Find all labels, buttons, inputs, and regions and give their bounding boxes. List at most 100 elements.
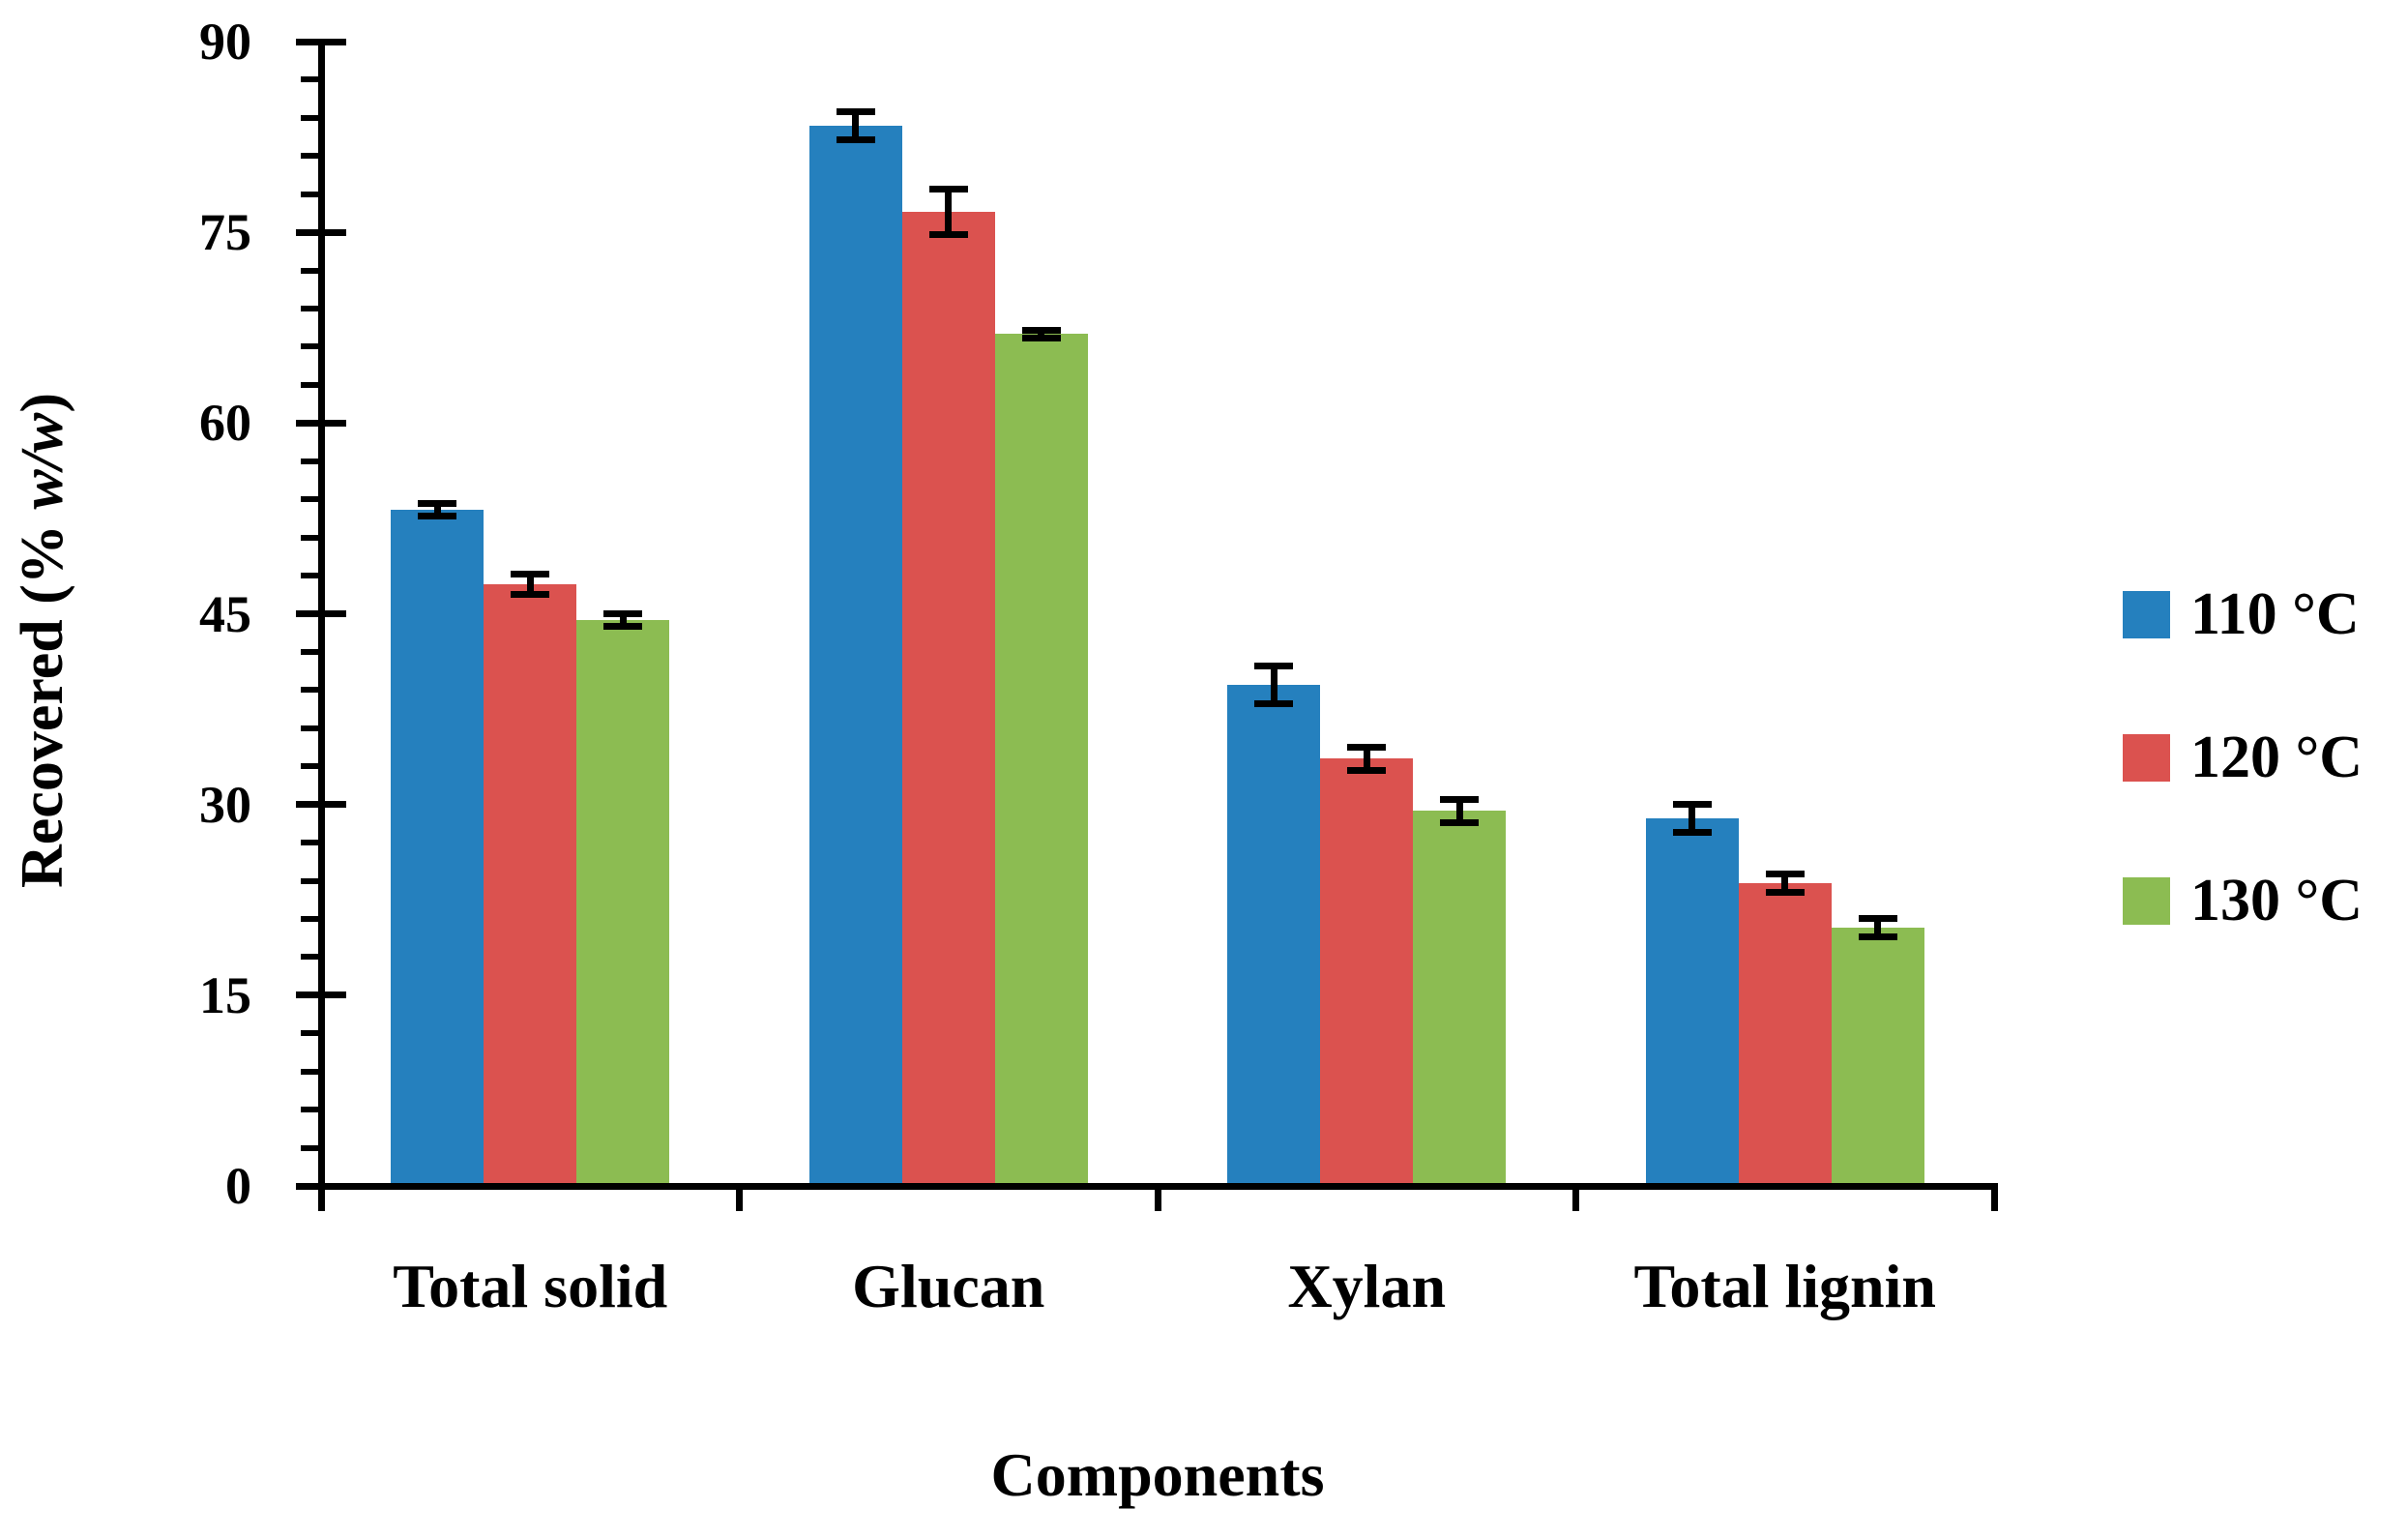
y-axis-title-suffix: ) — [10, 393, 75, 413]
y-minor-tick — [301, 687, 321, 694]
bar-130-c-total-solid — [576, 620, 670, 1186]
y-minor-tick — [301, 840, 321, 846]
legend-swatch-130-c — [2123, 876, 2170, 925]
error-bar-cap-top — [1858, 915, 1897, 923]
legend-label: 120 °C — [2190, 725, 2364, 790]
y-minor-tick — [301, 534, 321, 541]
y-tick-label: 75 — [199, 203, 251, 262]
category-label-glucan: Glucan — [852, 1252, 1045, 1320]
legend-swatch-120-c — [2123, 733, 2170, 782]
error-bar-cap-top — [1765, 871, 1805, 878]
y-minor-tick — [301, 915, 321, 922]
error-bar-cap-top — [1672, 801, 1712, 809]
error-bar-cap-bottom — [836, 135, 875, 143]
y-minor-tick — [301, 573, 321, 579]
bar-130-c-glucan — [994, 334, 1088, 1186]
y-tick-label: 45 — [199, 584, 251, 643]
bar-130-c-total-lignin — [1831, 928, 1924, 1186]
error-bar-cap-bottom — [418, 512, 457, 519]
y-axis-title: Recovered (% w/w) — [4, 60, 81, 1221]
error-bar-stem — [1781, 873, 1789, 893]
error-bar-stem — [433, 503, 441, 517]
y-major-tick — [296, 1182, 346, 1190]
category-label-xylan: Xylan — [1287, 1252, 1447, 1320]
legend-label: 110 °C — [2190, 581, 2360, 647]
category-boundary-tick — [1154, 1186, 1161, 1211]
bar-110-c-xylan — [1227, 685, 1321, 1186]
y-minor-tick — [301, 496, 321, 503]
error-bar-stem — [1874, 918, 1882, 937]
y-axis-title-italic: w/w — [10, 412, 75, 510]
error-bar-cap-bottom — [1858, 932, 1897, 940]
y-minor-tick — [301, 1144, 321, 1151]
y-minor-tick — [301, 954, 321, 961]
bar-120-c-total-solid — [484, 584, 577, 1186]
error-bar-cap-top — [1440, 795, 1480, 803]
bar-110-c-glucan — [808, 125, 902, 1186]
bar-130-c-xylan — [1413, 811, 1507, 1186]
y-axis-line — [317, 42, 325, 1211]
error-bar-cap-bottom — [1765, 888, 1805, 896]
y-minor-tick — [301, 76, 321, 83]
error-bar-cap-bottom — [1347, 766, 1387, 774]
category-boundary-tick — [1990, 1186, 1998, 1211]
y-minor-tick — [301, 725, 321, 731]
y-axis-title-text: Recovered (% — [10, 509, 75, 888]
y-minor-tick — [301, 1107, 321, 1113]
error-bar-cap-top — [418, 499, 457, 507]
bar-120-c-total-lignin — [1738, 883, 1832, 1186]
error-bar-cap-bottom — [1672, 829, 1712, 837]
error-bar-cap-top — [1254, 662, 1294, 669]
bar-110-c-total-lignin — [1645, 818, 1739, 1186]
error-bar-stem — [526, 574, 534, 595]
error-bar-cap-top — [1347, 744, 1387, 752]
error-bar-stem — [1363, 747, 1370, 771]
legend-item-120-c: 120 °C — [2123, 719, 2363, 796]
error-bar-stem — [945, 189, 953, 235]
category-label-total-solid: Total solid — [393, 1252, 668, 1320]
error-bar-cap-bottom — [928, 231, 968, 239]
y-minor-tick — [301, 458, 321, 464]
error-bar-cap-bottom — [1440, 818, 1480, 826]
legend: 110 °C 120 °C 130 °C — [2123, 576, 2408, 982]
y-minor-tick — [301, 381, 321, 388]
x-axis-title: Components — [990, 1440, 1325, 1509]
error-bar-cap-bottom — [603, 623, 643, 631]
category-boundary-tick — [736, 1186, 743, 1211]
y-tick-label: 90 — [199, 13, 251, 71]
y-tick-label: 30 — [199, 775, 251, 834]
y-minor-tick — [301, 648, 321, 655]
y-minor-tick — [301, 1068, 321, 1075]
error-bar-cap-bottom — [511, 591, 550, 599]
category-label-total-lignin: Total lignin — [1633, 1252, 1936, 1320]
error-bar-stem — [852, 111, 860, 140]
y-tick-label: 0 — [225, 1157, 251, 1215]
legend-label: 130 °C — [2190, 868, 2364, 933]
y-tick-label: 60 — [199, 394, 251, 453]
legend-item-110-c: 110 °C — [2123, 576, 2360, 653]
error-bar-stem — [1270, 666, 1277, 704]
error-bar-cap-top — [928, 185, 968, 192]
y-major-tick — [296, 38, 346, 45]
y-minor-tick — [301, 267, 321, 274]
bar-120-c-glucan — [901, 212, 995, 1186]
legend-swatch-110-c — [2123, 590, 2170, 638]
y-major-tick — [296, 991, 346, 999]
error-bar-cap-top — [603, 610, 643, 617]
error-bar-stem — [619, 613, 627, 627]
y-major-tick — [296, 419, 346, 427]
y-minor-tick — [301, 1030, 321, 1037]
category-boundary-tick — [1572, 1186, 1579, 1211]
y-major-tick — [296, 801, 346, 809]
bar-110-c-total-solid — [391, 509, 485, 1186]
y-minor-tick — [301, 306, 321, 312]
y-minor-tick — [301, 114, 321, 121]
error-bar-cap-bottom — [1021, 334, 1061, 341]
legend-item-130-c: 130 °C — [2123, 862, 2363, 939]
x-axis-line — [296, 1182, 1998, 1190]
y-tick-label: 15 — [199, 965, 251, 1024]
bar-120-c-xylan — [1320, 758, 1414, 1186]
error-bar-cap-top — [1021, 326, 1061, 334]
error-bar-cap-top — [836, 107, 875, 115]
